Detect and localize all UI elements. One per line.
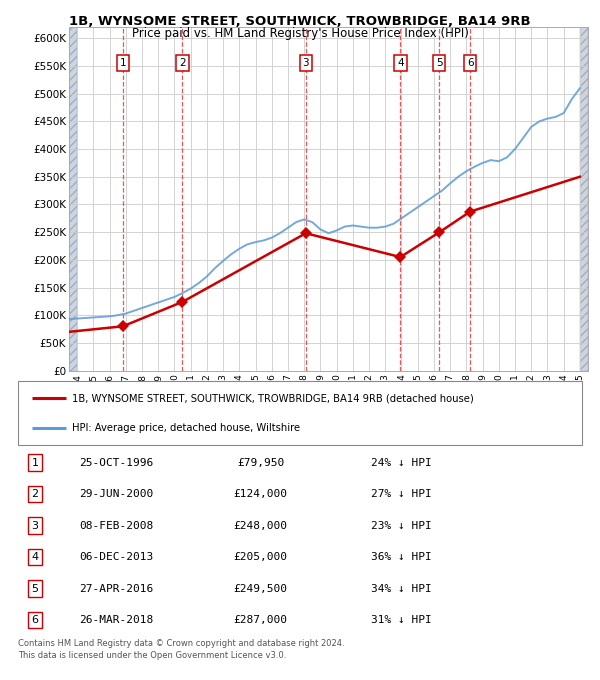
Text: This data is licensed under the Open Government Licence v3.0.: This data is licensed under the Open Gov… [18,651,286,660]
Text: 5: 5 [436,58,442,68]
Text: 2: 2 [179,58,185,68]
Text: 2: 2 [31,489,38,499]
Text: 6: 6 [467,58,473,68]
Text: 4: 4 [397,58,404,68]
Text: £249,500: £249,500 [233,583,287,594]
Text: HPI: Average price, detached house, Wiltshire: HPI: Average price, detached house, Wilt… [71,423,300,433]
Text: 25-OCT-1996: 25-OCT-1996 [80,458,154,468]
Text: £248,000: £248,000 [233,520,287,530]
Text: 1: 1 [119,58,126,68]
Text: 3: 3 [31,520,38,530]
Text: 1B, WYNSOME STREET, SOUTHWICK, TROWBRIDGE, BA14 9RB: 1B, WYNSOME STREET, SOUTHWICK, TROWBRIDG… [69,15,531,28]
Text: 27% ↓ HPI: 27% ↓ HPI [371,489,432,499]
Text: 6: 6 [31,615,38,625]
Text: 06-DEC-2013: 06-DEC-2013 [80,552,154,562]
Text: 26-MAR-2018: 26-MAR-2018 [80,615,154,625]
Text: 36% ↓ HPI: 36% ↓ HPI [371,552,432,562]
Text: £124,000: £124,000 [233,489,287,499]
Text: Price paid vs. HM Land Registry's House Price Index (HPI): Price paid vs. HM Land Registry's House … [131,27,469,40]
Bar [69,27,77,371]
Text: £79,950: £79,950 [237,458,284,468]
Text: 27-APR-2016: 27-APR-2016 [80,583,154,594]
Text: £287,000: £287,000 [233,615,287,625]
Text: Contains HM Land Registry data © Crown copyright and database right 2024.: Contains HM Land Registry data © Crown c… [18,639,344,648]
Text: £205,000: £205,000 [233,552,287,562]
Text: 3: 3 [302,58,309,68]
FancyBboxPatch shape [18,381,582,445]
Text: 29-JUN-2000: 29-JUN-2000 [80,489,154,499]
Text: 31% ↓ HPI: 31% ↓ HPI [371,615,432,625]
Text: 4: 4 [31,552,38,562]
Text: 24% ↓ HPI: 24% ↓ HPI [371,458,432,468]
Bar [580,27,588,371]
Text: 34% ↓ HPI: 34% ↓ HPI [371,583,432,594]
Text: 5: 5 [31,583,38,594]
Text: 23% ↓ HPI: 23% ↓ HPI [371,520,432,530]
Text: 1B, WYNSOME STREET, SOUTHWICK, TROWBRIDGE, BA14 9RB (detached house): 1B, WYNSOME STREET, SOUTHWICK, TROWBRIDG… [71,393,473,403]
Text: 08-FEB-2008: 08-FEB-2008 [80,520,154,530]
Text: 1: 1 [31,458,38,468]
